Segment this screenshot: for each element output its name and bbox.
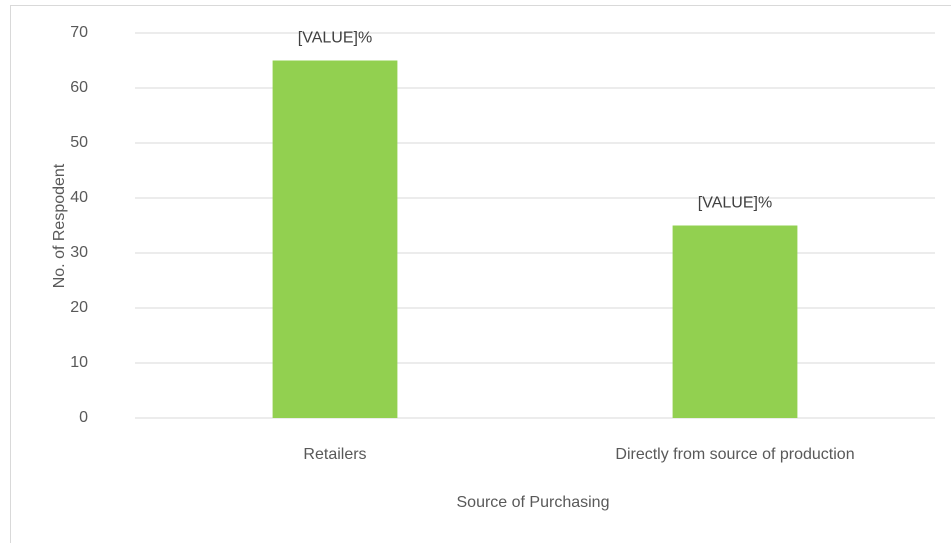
x-tick-label: Retailers <box>303 446 366 463</box>
y-tick-label: 10 <box>70 354 88 371</box>
x-tick-label: Directly from source of production <box>615 446 854 463</box>
y-tick-label: 0 <box>79 409 88 426</box>
data-label: [VALUE]% <box>298 30 372 47</box>
bar <box>272 60 398 418</box>
y-tick-label: 40 <box>70 189 88 206</box>
chart-border <box>10 5 951 543</box>
y-tick-label: 50 <box>70 134 88 151</box>
y-tick-label: 70 <box>70 24 88 41</box>
y-axis-title: No. of Respodent <box>51 163 68 288</box>
y-tick-label: 30 <box>70 244 88 261</box>
x-axis-title: Source of Purchasing <box>457 494 610 511</box>
data-label: [VALUE]% <box>698 195 772 212</box>
bar <box>672 225 798 418</box>
y-tick-label: 60 <box>70 79 88 96</box>
y-tick-label: 20 <box>70 299 88 316</box>
